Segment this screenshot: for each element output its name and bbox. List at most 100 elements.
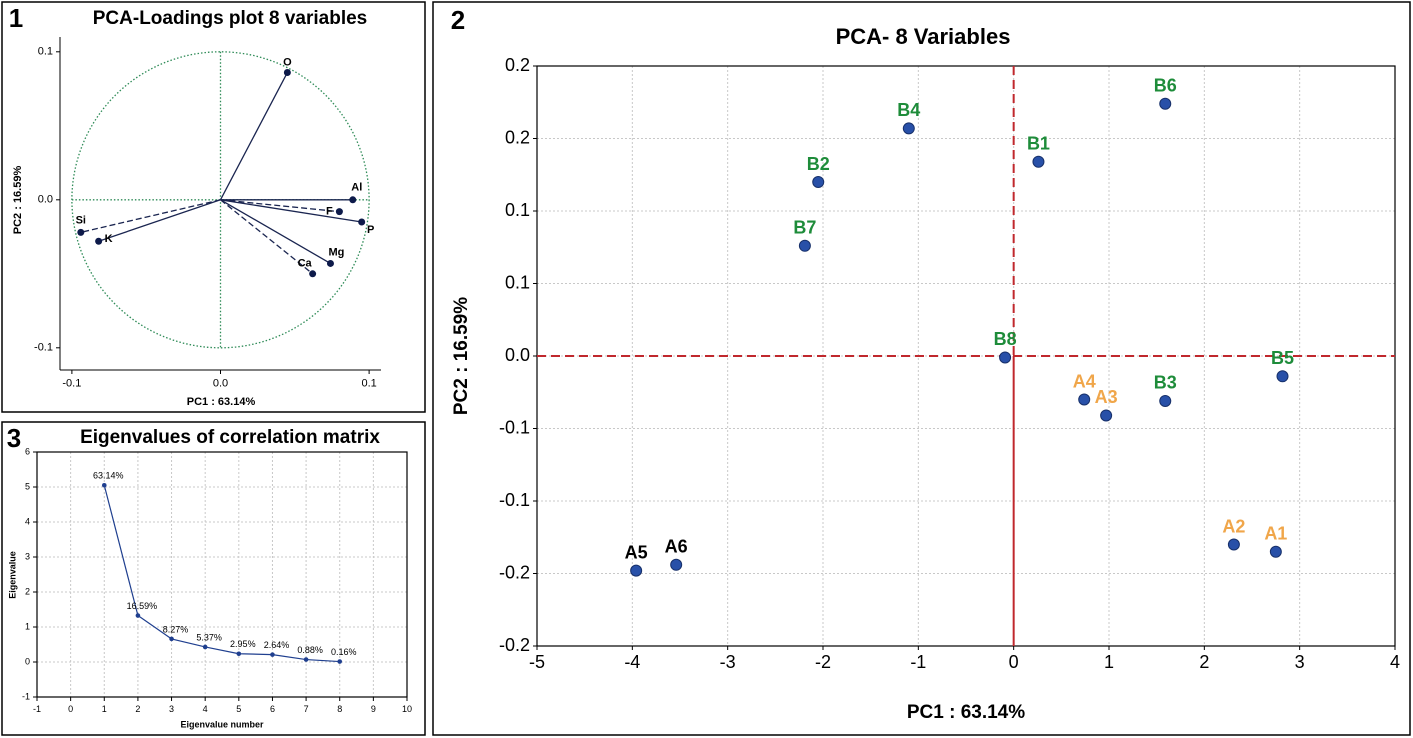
x-tick-label: 5 bbox=[236, 704, 241, 714]
y-tick-label: 5 bbox=[25, 481, 30, 491]
score-point bbox=[670, 558, 683, 571]
loading-point bbox=[326, 259, 334, 267]
point-label: B7 bbox=[793, 218, 816, 238]
x-tick-label: 2 bbox=[1199, 652, 1209, 672]
y-axis-label: PC2 : 16.59% bbox=[12, 166, 24, 235]
x-tick-label: -0.1 bbox=[62, 377, 81, 389]
point-label: 5.37% bbox=[196, 632, 222, 642]
y-tick-label: -0.1 bbox=[499, 490, 530, 510]
point-label: B4 bbox=[897, 100, 920, 120]
x-tick-label: 2 bbox=[135, 704, 140, 714]
point-label: B8 bbox=[994, 329, 1017, 349]
y-tick-label: 0 bbox=[25, 656, 30, 666]
x-tick-label: -4 bbox=[624, 652, 640, 672]
eigen-point bbox=[101, 482, 107, 488]
point-label: A4 bbox=[1073, 371, 1096, 391]
score-point bbox=[1159, 394, 1172, 407]
x-tick-label: 1 bbox=[1104, 652, 1114, 672]
point-label: A2 bbox=[1222, 516, 1245, 536]
x-axis-label: PC1 : 63.14% bbox=[907, 702, 1025, 723]
loading-vector bbox=[220, 199, 340, 213]
point-label: F bbox=[326, 206, 333, 218]
point-label: 0.88% bbox=[297, 645, 323, 655]
loading-vector bbox=[98, 199, 221, 242]
chart-title: PCA- 8 Variables bbox=[836, 24, 1011, 49]
point-label: B5 bbox=[1271, 348, 1294, 368]
x-tick-label: -5 bbox=[529, 652, 545, 672]
y-tick-label: -0.2 bbox=[499, 562, 530, 582]
y-tick-label: 0.1 bbox=[505, 200, 530, 220]
eigen-point bbox=[169, 636, 174, 642]
y-tick-label: 2 bbox=[25, 586, 30, 596]
score-point bbox=[1078, 393, 1091, 406]
panel-frame bbox=[432, 1, 1411, 736]
point-label: B6 bbox=[1154, 75, 1177, 95]
point-label: 2.64% bbox=[264, 640, 290, 650]
point-label: O bbox=[283, 56, 292, 68]
panel-frame bbox=[1, 1, 426, 413]
score-point bbox=[1276, 370, 1289, 383]
point-label: B2 bbox=[807, 154, 830, 174]
x-tick-label: 0 bbox=[1009, 652, 1019, 672]
point-label: 16.59% bbox=[127, 601, 158, 611]
y-tick-label: 1 bbox=[25, 621, 30, 631]
panel-frame bbox=[1, 421, 426, 736]
eigen-line bbox=[103, 485, 340, 663]
point-label: A5 bbox=[625, 542, 648, 562]
point-label: A3 bbox=[1095, 387, 1118, 407]
x-tick-label: 4 bbox=[203, 704, 208, 714]
x-tick-label: -1 bbox=[910, 652, 926, 672]
point-label: Si bbox=[76, 214, 86, 226]
plot-frame bbox=[36, 451, 408, 698]
y-tick-label: 0.0 bbox=[505, 345, 530, 365]
x-tick-label: 8 bbox=[337, 704, 342, 714]
eigen-point bbox=[270, 652, 275, 657]
x-tick-label: 6 bbox=[270, 704, 275, 714]
panel-number: 2 bbox=[451, 5, 465, 35]
x-tick-label: 0 bbox=[68, 704, 73, 714]
score-point bbox=[630, 564, 643, 577]
y-tick-label: 6 bbox=[25, 446, 30, 456]
score-point bbox=[1032, 155, 1045, 168]
y-tick-label: -0.1 bbox=[34, 342, 53, 354]
point-label: A6 bbox=[665, 537, 688, 557]
score-point bbox=[1159, 97, 1172, 110]
x-tick-label: 4 bbox=[1390, 652, 1400, 672]
eigen-point bbox=[135, 613, 141, 618]
eigen-point bbox=[236, 651, 242, 657]
point-label: 63.14% bbox=[93, 471, 124, 481]
x-tick-label: 0.0 bbox=[213, 377, 228, 389]
score-point bbox=[1227, 538, 1240, 551]
point-label: P bbox=[367, 224, 374, 236]
point-label: B1 bbox=[1027, 133, 1050, 153]
loading-vector bbox=[220, 199, 331, 265]
y-tick-label: 3 bbox=[25, 551, 30, 561]
y-tick-label: -1 bbox=[22, 691, 30, 701]
chart-title: Eigenvalues of correlation matrix bbox=[80, 427, 380, 448]
loading-point bbox=[358, 218, 366, 226]
loading-point bbox=[309, 270, 317, 278]
eigen-point bbox=[303, 657, 309, 662]
loading-point bbox=[95, 237, 103, 245]
loading-point bbox=[77, 228, 85, 236]
x-tick-label: 3 bbox=[1295, 652, 1305, 672]
score-point bbox=[1269, 545, 1282, 558]
x-tick-label: 3 bbox=[169, 704, 174, 714]
x-axis-label: PC1 : 63.14% bbox=[187, 396, 256, 408]
point-label: B3 bbox=[1154, 373, 1177, 393]
x-tick-label: 1 bbox=[102, 704, 107, 714]
point-label: Mg bbox=[329, 246, 345, 258]
score-point bbox=[798, 239, 811, 252]
loading-point bbox=[335, 208, 343, 216]
x-axis-label: Eigenvalue number bbox=[180, 719, 264, 729]
loading-vector bbox=[220, 199, 362, 223]
y-axis-label: PC2 : 16.59% bbox=[451, 297, 472, 415]
x-tick-label: 9 bbox=[371, 704, 376, 714]
y-tick-label: -0.2 bbox=[499, 635, 530, 655]
x-tick-label: 7 bbox=[304, 704, 309, 714]
point-label: A1 bbox=[1264, 524, 1287, 544]
loading-point bbox=[349, 196, 357, 204]
point-label: 8.27% bbox=[163, 624, 189, 634]
loading-vector bbox=[219, 72, 288, 201]
